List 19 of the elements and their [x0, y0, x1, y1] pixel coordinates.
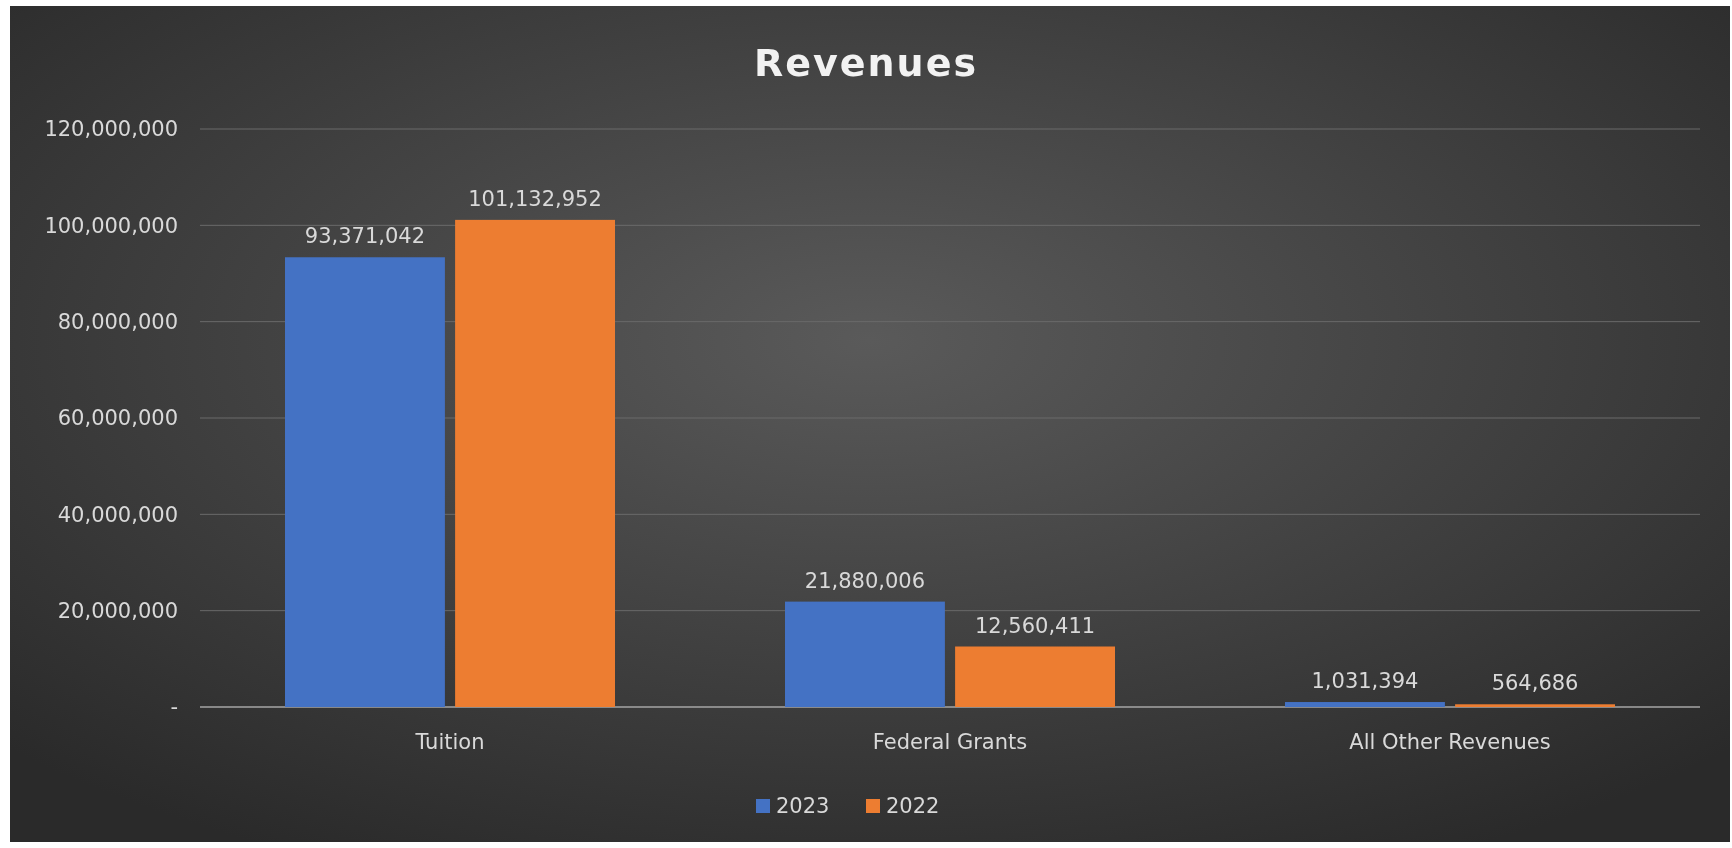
- y-tick-label: 100,000,000: [44, 213, 178, 238]
- y-tick-label: 80,000,000: [57, 310, 178, 335]
- legend-label: 2023: [776, 794, 830, 819]
- x-tick-label: All Other Revenues: [1349, 730, 1551, 754]
- y-tick-label: 20,000,000: [57, 599, 178, 624]
- data-label: 93,371,042: [304, 224, 426, 249]
- y-tick-label: -: [170, 695, 178, 720]
- data-label: 101,132,952: [468, 186, 602, 211]
- y-tick-label: 40,000,000: [57, 502, 178, 527]
- x-tick-label: Tuition: [414, 730, 485, 754]
- data-label: 564,686: [1491, 671, 1579, 696]
- y-tick-label: 60,000,000: [57, 406, 178, 431]
- data-label: 21,880,006: [804, 568, 926, 593]
- legend-label: 2022: [886, 794, 940, 819]
- chart-title: Revenues: [753, 41, 979, 85]
- data-label: 1,031,394: [1311, 669, 1419, 694]
- x-tick-label: Federal Grants: [872, 730, 1028, 754]
- y-tick-label: 120,000,000: [44, 117, 178, 142]
- data-label: 12,560,411: [974, 613, 1096, 638]
